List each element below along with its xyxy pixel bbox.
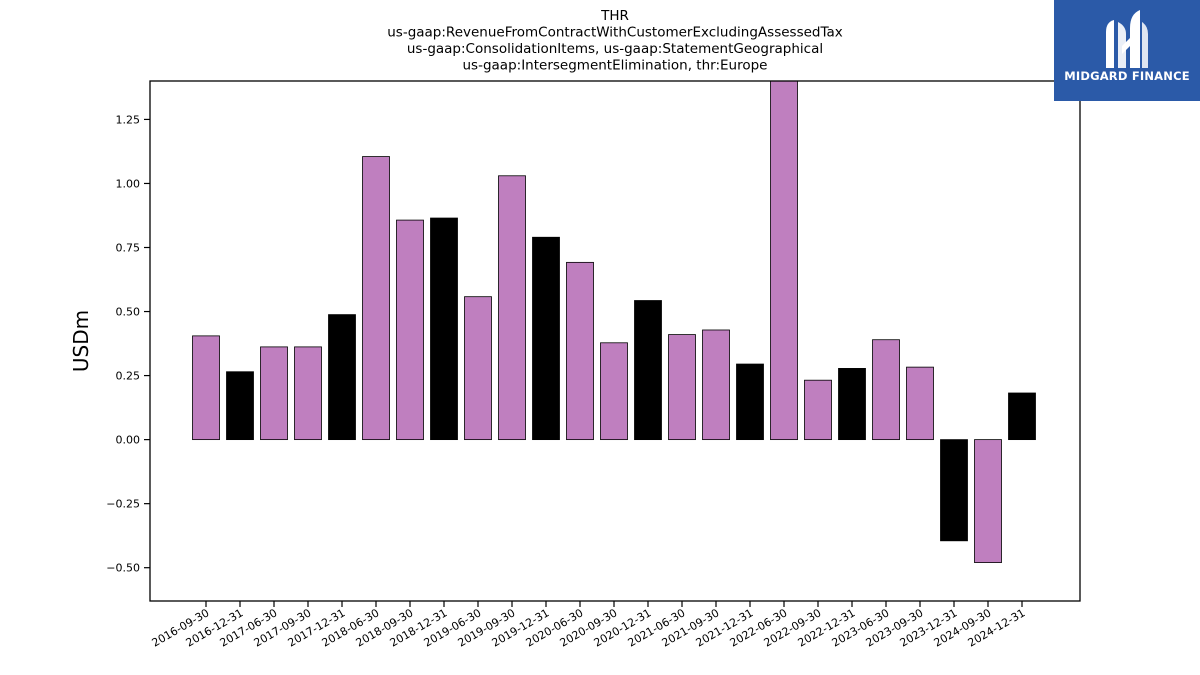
chart-title-line: THR xyxy=(600,8,629,24)
y-tick-label: 1.00 xyxy=(116,177,141,190)
y-tick-label: 0.00 xyxy=(116,434,141,447)
chart-title-line: us-gaap:ConsolidationItems, us-gaap:Stat… xyxy=(407,41,823,57)
chart-title: THRus-gaap:RevenueFromContractWithCustom… xyxy=(387,8,843,74)
chart-title-line: us-gaap:IntersegmentElimination, thr:Eur… xyxy=(463,58,768,74)
y-axis-label: USDm xyxy=(69,310,93,372)
bar xyxy=(668,334,696,441)
bar xyxy=(838,368,866,441)
logo-text: MIDGARD FINANCE xyxy=(1064,69,1190,83)
y-tick-label: 0.25 xyxy=(116,370,141,383)
bar xyxy=(464,296,492,441)
bar xyxy=(906,366,934,441)
plot-frame xyxy=(149,80,1081,602)
bar xyxy=(532,236,560,441)
midgard-finance-logo: MIDGARD FINANCE xyxy=(1054,0,1200,101)
y-tick-label: 1.25 xyxy=(116,113,141,126)
bar xyxy=(226,371,254,441)
bar xyxy=(260,346,288,441)
y-axis: −0.50 −0.25 0.00 0.25 0.50 0.75 1.00 1.25 xyxy=(106,113,150,575)
y-tick-label: 0.75 xyxy=(116,242,141,255)
bar xyxy=(192,335,220,441)
bar xyxy=(736,363,764,441)
y-tick-label: 0.50 xyxy=(116,306,141,319)
bar xyxy=(430,217,458,441)
bar xyxy=(872,339,900,441)
bars xyxy=(192,81,1036,563)
bar xyxy=(396,219,424,441)
bar xyxy=(940,439,968,542)
y-tick-label: −0.25 xyxy=(106,498,140,511)
bar xyxy=(974,439,1002,563)
bar xyxy=(566,261,594,441)
bar xyxy=(702,329,730,441)
bar xyxy=(294,346,322,441)
bar xyxy=(600,342,628,441)
x-axis: 2016-09-302016-12-312017-06-302017-09-30… xyxy=(150,601,1028,650)
chart-title-line: us-gaap:RevenueFromContractWithCustomerE… xyxy=(387,25,843,41)
bar xyxy=(498,175,526,441)
bar xyxy=(328,314,356,441)
bar xyxy=(634,300,662,441)
bar xyxy=(770,81,798,441)
bar xyxy=(362,156,390,441)
bar xyxy=(804,379,832,441)
midgard-logo-icon xyxy=(1106,10,1148,68)
y-tick-label: −0.50 xyxy=(106,562,140,575)
bar xyxy=(1008,392,1036,441)
